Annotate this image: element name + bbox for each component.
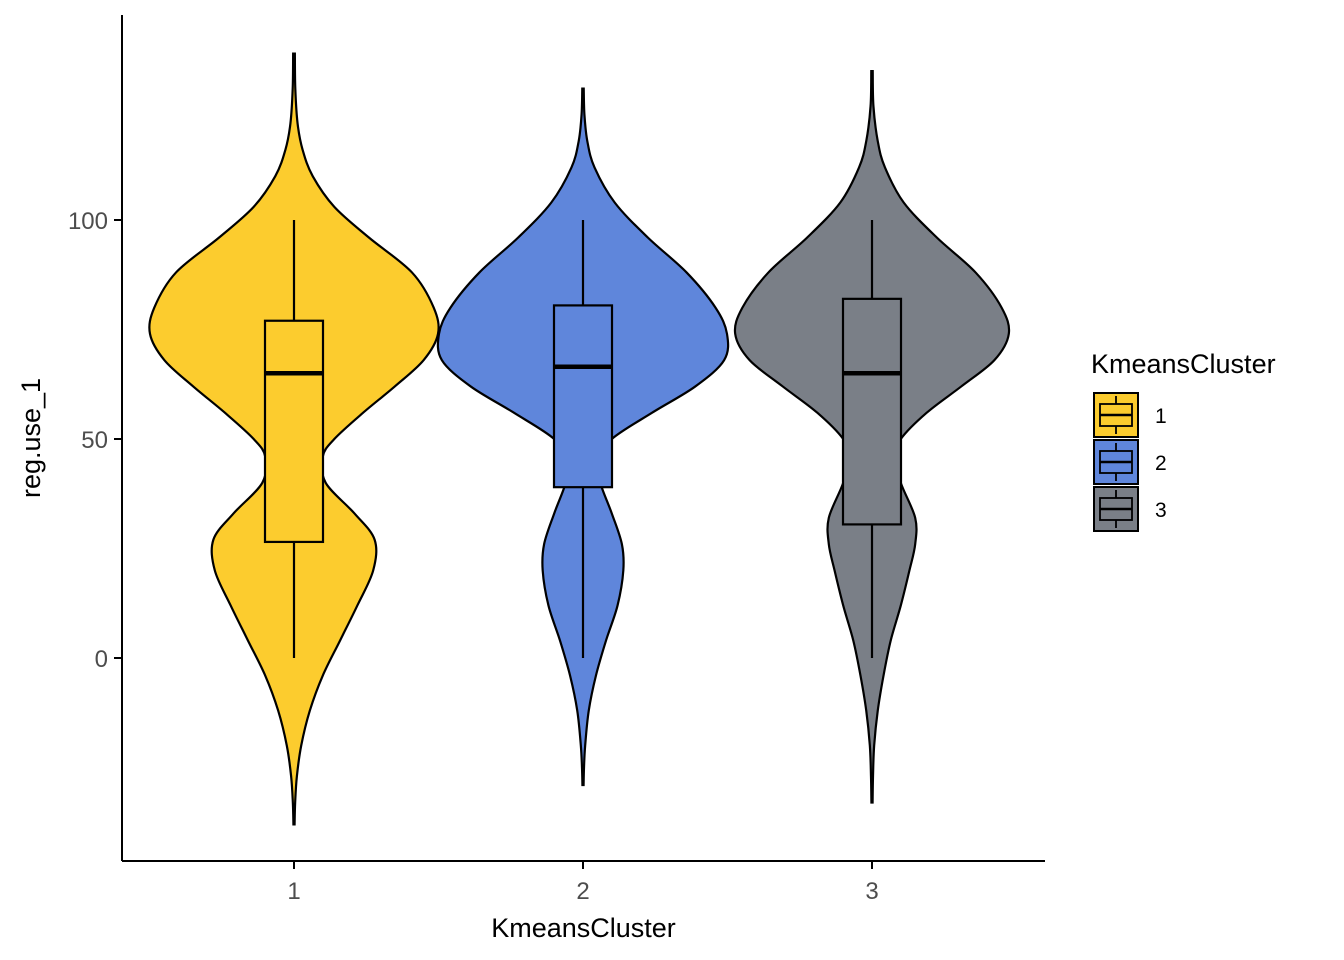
box-3 xyxy=(841,297,903,526)
x-tick-label: 2 xyxy=(576,878,589,905)
y-tick-label: 0 xyxy=(95,646,108,673)
legend-key-2 xyxy=(1093,439,1139,485)
y-tick-label: 100 xyxy=(68,208,108,235)
box-1 xyxy=(263,319,325,544)
legend-label: 2 xyxy=(1155,452,1167,475)
x-ticks: 1 2 3 xyxy=(287,861,879,905)
axes: 0 50 100 1 2 3 xyxy=(68,15,1045,905)
y-axis-title: reg.use_1 xyxy=(16,378,46,498)
violin-group-3 xyxy=(733,69,1011,804)
legend-title: KmeansCluster xyxy=(1091,349,1276,379)
violin-group-2 xyxy=(436,87,730,787)
legend-label: 3 xyxy=(1155,499,1167,522)
legend-label: 1 xyxy=(1155,405,1167,428)
legend-key-3 xyxy=(1093,486,1139,532)
box-2 xyxy=(552,304,614,489)
legend: KmeansCluster 1 2 3 xyxy=(1091,349,1276,532)
x-tick-label: 1 xyxy=(287,878,300,905)
x-axis-title: KmeansCluster xyxy=(491,913,676,943)
legend-key-1 xyxy=(1093,392,1139,438)
y-ticks: 0 50 100 xyxy=(68,208,122,673)
x-tick-label: 3 xyxy=(865,878,878,905)
y-tick-label: 50 xyxy=(81,427,108,454)
legend-items: 1 2 3 xyxy=(1093,392,1167,532)
violin-group-1 xyxy=(148,52,440,826)
plot-area xyxy=(148,52,1011,826)
